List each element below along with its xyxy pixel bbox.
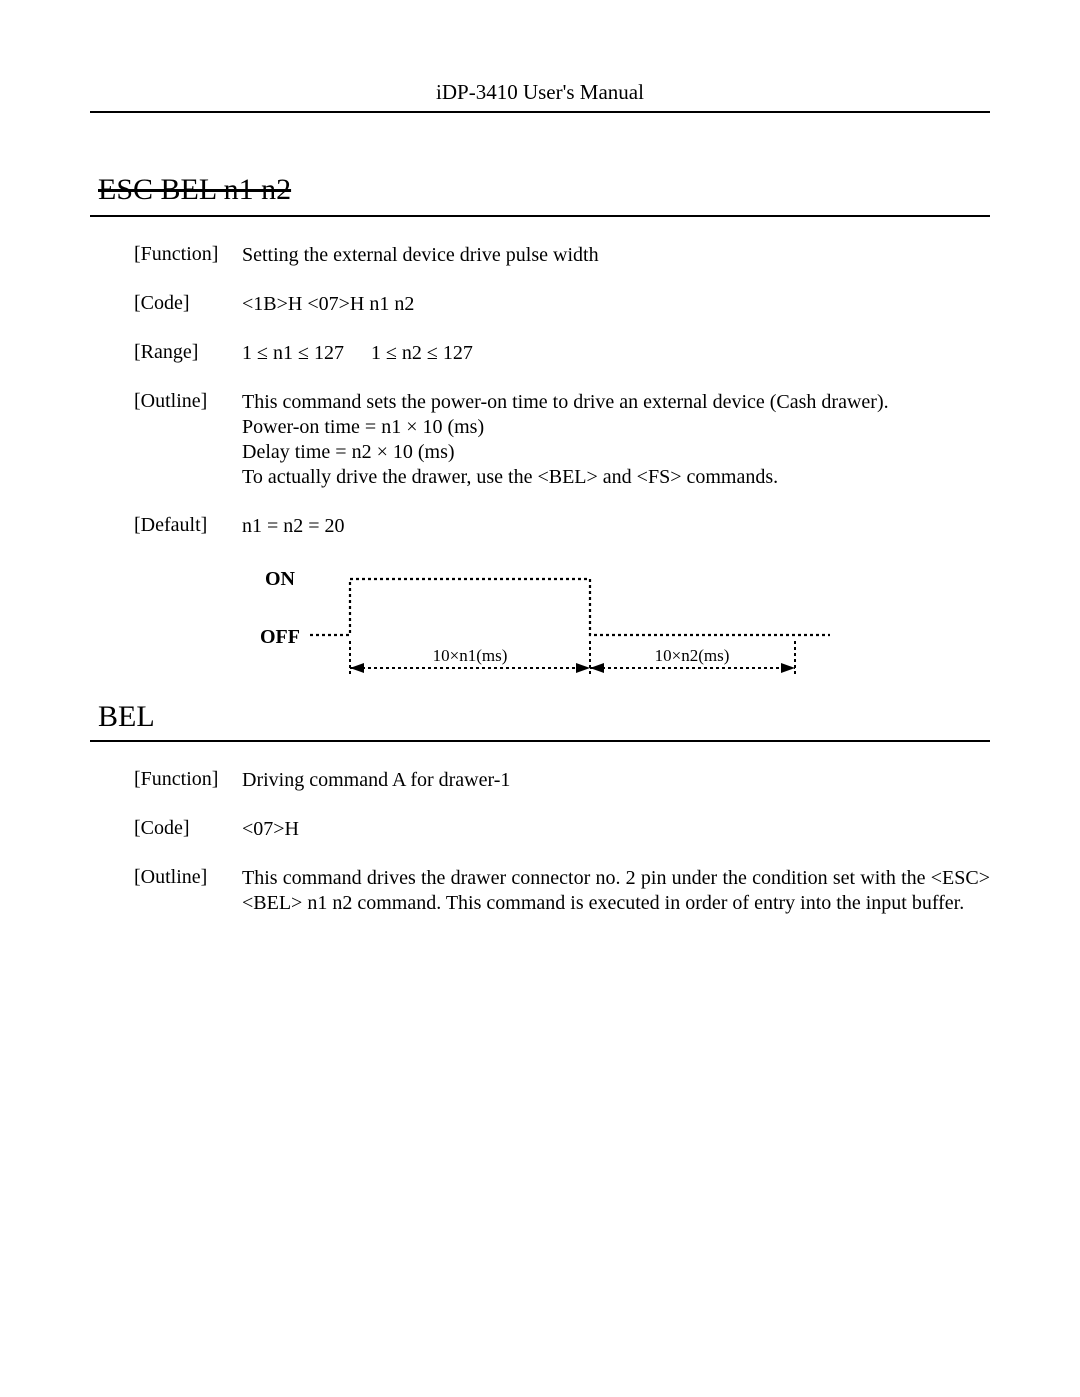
document-page: iDP-3410 User's Manual ESC BEL n1 n2 [Fu… <box>0 0 1080 916</box>
value-function-2: Driving command A for drawer-1 <box>242 768 990 793</box>
diagram-span2-label: 10×n2(ms) <box>655 646 730 665</box>
row-range: [Range] 1 ≤ n1 ≤ 127 1 ≤ n2 ≤ 127 <box>134 341 990 366</box>
label-range: [Range] <box>134 341 242 366</box>
value-outline-2: This command drives the drawer connector… <box>242 866 990 916</box>
pulse-waveform <box>310 579 830 635</box>
label-outline: [Outline] <box>134 390 242 490</box>
outline-line-2: Power-on time = n1 × 10 (ms) <box>242 415 990 440</box>
row-outline-2: [Outline] This command drives the drawer… <box>134 866 990 916</box>
arrow-icon <box>576 663 590 673</box>
diagram-on-label: ON <box>265 568 296 590</box>
outline-line-4: To actually drive the drawer, use the <B… <box>242 465 990 490</box>
range-part-a: 1 ≤ n1 ≤ 127 <box>242 342 344 364</box>
row-default: [Default] n1 = n2 = 20 <box>134 514 990 539</box>
header-rule <box>90 111 990 113</box>
label-function: [Function] <box>134 768 242 793</box>
row-code-2: [Code] <07>H <box>134 817 990 842</box>
label-default: [Default] <box>134 514 242 539</box>
row-function: [Function] Setting the external device d… <box>134 243 990 268</box>
value-code-2: <07>H <box>242 817 990 842</box>
value-outline: This command sets the power-on time to d… <box>242 390 990 490</box>
label-function: [Function] <box>134 243 242 268</box>
row-code: [Code] <1B>H <07>H n1 n2 <box>134 292 990 317</box>
command-heading-esc-bel: ESC BEL n1 n2 <box>98 173 990 207</box>
row-function-2: [Function] Driving command A for drawer-… <box>134 768 990 793</box>
command-rule <box>90 740 990 742</box>
page-header-title: iDP-3410 User's Manual <box>90 80 990 111</box>
label-code: [Code] <box>134 817 242 842</box>
arrow-icon <box>781 663 795 673</box>
diagram-off-label: OFF <box>260 626 300 648</box>
timing-diagram-svg: ON OFF 10×n1(ms) 1 <box>240 563 840 703</box>
value-range: 1 ≤ n1 ≤ 127 1 ≤ n2 ≤ 127 <box>242 341 990 366</box>
label-code: [Code] <box>134 292 242 317</box>
value-default: n1 = n2 = 20 <box>242 514 990 539</box>
arrow-icon <box>590 663 604 673</box>
outline-line-3: Delay time = n2 × 10 (ms) <box>242 440 990 465</box>
arrow-icon <box>350 663 364 673</box>
outline-line-1: This command sets the power-on time to d… <box>242 390 990 415</box>
value-code: <1B>H <07>H n1 n2 <box>242 292 990 317</box>
label-outline: [Outline] <box>134 866 242 916</box>
row-outline: [Outline] This command sets the power-on… <box>134 390 990 490</box>
timing-diagram: ON OFF 10×n1(ms) 1 <box>240 563 990 708</box>
value-function: Setting the external device drive pulse … <box>242 243 990 268</box>
command-rule <box>90 215 990 217</box>
diagram-span1-label: 10×n1(ms) <box>433 646 508 665</box>
range-part-b: 1 ≤ n2 ≤ 127 <box>371 342 473 364</box>
